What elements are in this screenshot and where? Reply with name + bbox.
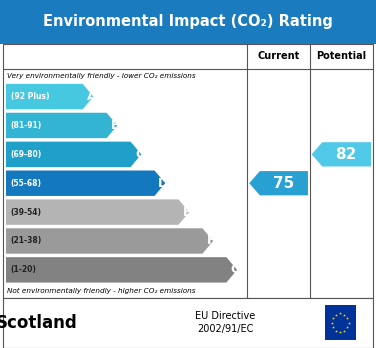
Text: G: G	[230, 263, 240, 276]
Text: (55-68): (55-68)	[11, 179, 41, 188]
Text: (39-54): (39-54)	[11, 208, 41, 216]
Text: C: C	[135, 148, 144, 161]
Polygon shape	[6, 228, 213, 254]
Text: (69-80): (69-80)	[11, 150, 42, 159]
Text: Not environmentally friendly - higher CO₂ emissions: Not environmentally friendly - higher CO…	[7, 288, 195, 294]
Polygon shape	[249, 171, 308, 195]
Text: 82: 82	[335, 147, 356, 162]
Text: D: D	[158, 177, 168, 190]
Text: E: E	[183, 206, 192, 219]
Text: (1-20): (1-20)	[11, 266, 36, 274]
Text: A: A	[87, 90, 96, 103]
Text: (21-38): (21-38)	[11, 237, 42, 245]
Text: Current: Current	[258, 52, 300, 61]
Text: 75: 75	[273, 176, 294, 191]
Bar	[325, 306, 356, 340]
Polygon shape	[6, 113, 117, 138]
Bar	[3, 298, 373, 348]
Text: B: B	[111, 119, 120, 132]
Text: EU Directive
2002/91/EC: EU Directive 2002/91/EC	[196, 311, 256, 334]
Text: Scotland: Scotland	[0, 314, 78, 332]
Bar	[3, 44, 373, 298]
Text: F: F	[207, 235, 215, 247]
Text: (92 Plus): (92 Plus)	[11, 92, 49, 101]
Polygon shape	[6, 199, 189, 225]
Polygon shape	[312, 142, 371, 166]
Text: (81-91): (81-91)	[11, 121, 42, 130]
Polygon shape	[6, 84, 94, 109]
Text: Very environmentally friendly - lower CO₂ emissions: Very environmentally friendly - lower CO…	[7, 72, 196, 79]
Polygon shape	[6, 257, 237, 283]
Polygon shape	[6, 171, 165, 196]
Text: Potential: Potential	[316, 52, 367, 61]
Text: Environmental Impact (CO₂) Rating: Environmental Impact (CO₂) Rating	[43, 14, 333, 30]
Polygon shape	[6, 142, 141, 167]
Bar	[0, 0, 376, 44]
